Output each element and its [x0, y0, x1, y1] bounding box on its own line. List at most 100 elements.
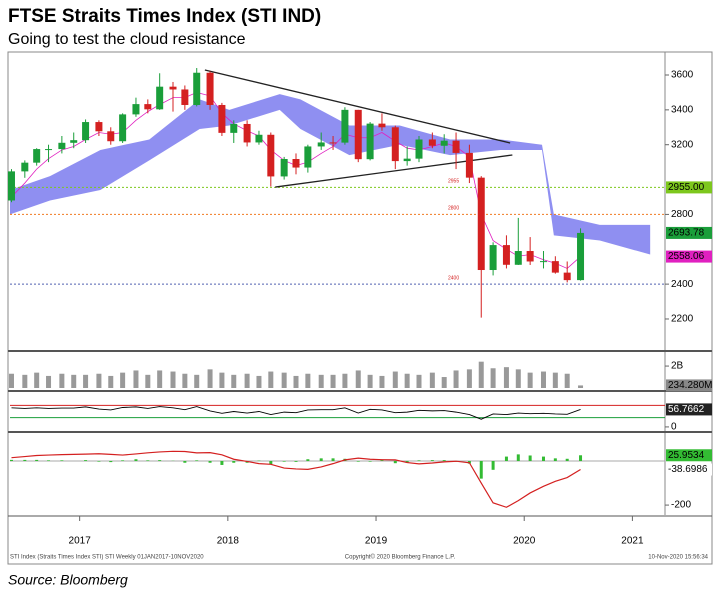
macd-histogram-bar: [158, 460, 162, 461]
last-price-label-box: [666, 226, 712, 239]
candle-body: [563, 272, 571, 281]
volume-bar: [71, 374, 77, 388]
volume-bar: [8, 373, 14, 388]
level-annotation: 2400: [448, 275, 459, 281]
macd-histogram-bar: [579, 455, 583, 461]
rsi-label: 56.7662: [668, 404, 705, 415]
macd-histogram-bar: [442, 460, 446, 461]
candle-body: [193, 72, 201, 105]
candle-body: [502, 245, 510, 265]
volume-bar: [219, 372, 225, 388]
volume-bar: [194, 374, 200, 388]
volume-bar: [342, 373, 348, 388]
x-tick-label: 2018: [217, 536, 240, 547]
volume-bar: [527, 372, 533, 388]
level-annotation: 2955: [448, 179, 459, 185]
candle-body: [119, 114, 127, 142]
candle-body: [33, 149, 41, 163]
candle-body: [551, 261, 559, 273]
volume-bar: [578, 385, 584, 388]
rsi-label-box: [666, 403, 712, 416]
candle-body: [539, 261, 547, 263]
macd-histogram-bar: [393, 460, 397, 464]
candle-body: [403, 158, 411, 162]
level-label: 2955.00: [668, 182, 705, 193]
candle-body: [21, 162, 29, 172]
candle-body: [267, 134, 275, 177]
candle-body: [58, 142, 66, 150]
volume-bar: [256, 375, 262, 388]
candle-body: [7, 171, 15, 201]
candle-body: [218, 104, 226, 133]
volume-bar: [34, 372, 40, 388]
candle-body: [514, 251, 522, 265]
candle-body: [317, 142, 325, 147]
candle-body: [378, 123, 386, 128]
volume-bar: [367, 374, 373, 388]
volume-bar: [441, 377, 447, 388]
macd-histogram-bar: [516, 454, 520, 461]
macd-histogram-bar: [183, 460, 187, 463]
macd-histogram-bar: [9, 459, 13, 461]
macd-histogram-bar: [294, 460, 298, 462]
last-price-label: 2693.78: [668, 228, 705, 239]
volume-bar: [305, 373, 311, 388]
chart-subtitle: Going to test the cloud resistance: [8, 31, 246, 48]
volume-bar: [83, 374, 89, 388]
candle-body: [304, 146, 312, 168]
macd-histogram-bar: [208, 460, 212, 463]
candle-body: [169, 86, 177, 90]
candle-body: [156, 86, 164, 110]
volume-bar: [416, 374, 422, 388]
volume-bar: [515, 369, 521, 388]
volume-bar: [478, 361, 484, 388]
volume-bar: [170, 371, 176, 388]
volume-bar: [318, 374, 324, 388]
candle-body: [255, 134, 263, 143]
volume-bar: [466, 369, 472, 388]
y-tick-label: 3600: [671, 70, 694, 81]
macd-histogram-bar: [146, 460, 150, 461]
macd-histogram-bar: [121, 460, 125, 461]
level-annotation: 2800: [448, 206, 459, 212]
histogram-label: 25.9534: [668, 450, 705, 461]
y-tick-label: 3200: [671, 139, 694, 150]
source-note: Source: Bloomberg: [8, 572, 128, 588]
macd-histogram-bar: [134, 459, 138, 461]
candle-body: [341, 109, 349, 143]
candle-body: [329, 142, 337, 144]
macd-histogram-bar: [220, 460, 224, 465]
macd-histogram-bar: [417, 460, 421, 461]
volume-bar: [330, 374, 336, 388]
volume-bar: [46, 375, 52, 388]
x-tick-label: 2019: [365, 536, 388, 547]
volume-bar: [281, 372, 287, 388]
volume-bar: [404, 373, 410, 388]
volume-bar: [490, 368, 496, 388]
macd-histogram-bar: [195, 460, 199, 461]
candle-body: [428, 139, 436, 146]
macd-histogram-bar: [430, 460, 434, 461]
x-tick-label: 2021: [621, 536, 644, 547]
volume-bar: [157, 370, 163, 388]
y-tick-label: 2B: [671, 361, 684, 372]
signal-label-box: [666, 463, 712, 476]
candle-body: [366, 123, 374, 160]
candle-body: [477, 177, 485, 271]
volume-bar: [231, 374, 237, 388]
y-tick-label: 2400: [671, 279, 694, 290]
candle-body: [132, 104, 140, 115]
macd-histogram-bar: [232, 460, 236, 463]
macd-histogram-bar: [380, 460, 384, 461]
macd-histogram-bar: [491, 460, 495, 470]
volume-label-box: [666, 379, 712, 392]
macd-histogram-bar: [504, 456, 508, 461]
macd-histogram-bar: [528, 455, 532, 461]
macd-histogram-bar: [47, 460, 51, 461]
candle-body: [577, 232, 585, 281]
candle-body: [415, 139, 423, 159]
candle-body: [391, 127, 399, 162]
candle-body: [95, 122, 103, 132]
candle-body: [107, 131, 115, 142]
